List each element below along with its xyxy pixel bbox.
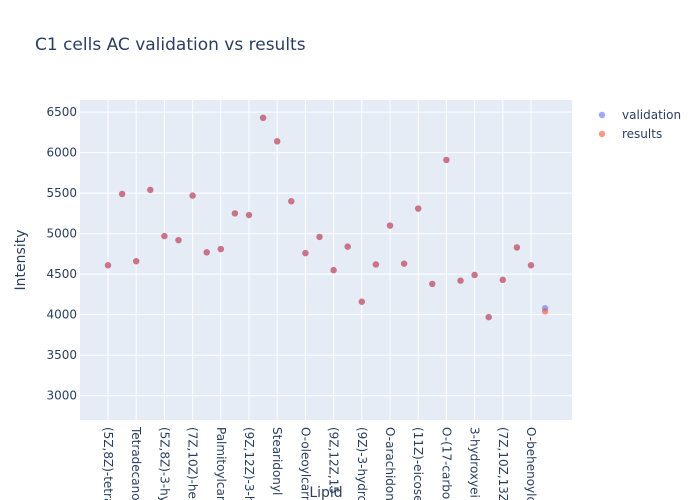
legend-label-validation[interactable]: validation <box>622 108 681 122</box>
x-tick-label: O-(17-carbo <box>439 427 453 499</box>
y-tick-label: 3500 <box>46 348 77 362</box>
point-results[interactable] <box>288 198 295 205</box>
point-results[interactable] <box>302 249 309 257</box>
y-tick-labels: 3000 3500 4000 4500 5000 5500 6000 6500 <box>46 105 77 403</box>
point-results[interactable] <box>259 114 267 122</box>
y-tick-label: 6000 <box>46 146 77 160</box>
point-results[interactable] <box>415 205 422 212</box>
y-tick-label: 5000 <box>46 227 77 241</box>
x-tick-label: (11Z)-eicose <box>411 427 425 500</box>
x-tick-label: Palmitoylcar <box>214 427 228 500</box>
point-results[interactable] <box>175 236 182 244</box>
x-tick-label: (7Z,10Z,13Z <box>496 427 510 500</box>
y-tick-label: 5500 <box>46 186 77 200</box>
point-results[interactable] <box>147 186 154 194</box>
point-results[interactable] <box>541 308 549 315</box>
point-results[interactable] <box>457 277 464 284</box>
x-tick-label: O-oleoylcarn <box>298 427 312 500</box>
y-tick-label: 4000 <box>46 308 77 322</box>
data-points[interactable] <box>104 114 549 321</box>
point-results[interactable] <box>118 190 126 198</box>
gridlines <box>80 100 572 420</box>
x-tick-label: (7Z,10Z)-he <box>186 427 200 499</box>
point-results[interactable] <box>245 211 253 219</box>
point-results[interactable] <box>133 258 140 265</box>
x-axis-title: Lipid <box>309 485 342 500</box>
y-axis-title: Intensity <box>13 230 29 291</box>
point-results[interactable] <box>358 298 365 305</box>
y-tick-label: 3000 <box>46 389 77 403</box>
y-tick-label: 6500 <box>46 105 77 119</box>
x-tick-label: Stearidonyl <box>270 427 284 495</box>
legend-marker-results <box>598 130 606 138</box>
legend[interactable]: validation results <box>598 108 681 141</box>
point-results[interactable] <box>471 271 478 279</box>
point-results[interactable] <box>231 210 239 217</box>
point-results[interactable] <box>217 245 224 253</box>
point-results[interactable] <box>443 156 450 164</box>
point-results[interactable] <box>316 233 323 241</box>
point-results[interactable] <box>189 192 196 199</box>
chart-title: C1 cells AC validation vs results <box>35 35 306 55</box>
point-results[interactable] <box>344 243 351 250</box>
point-results[interactable] <box>330 266 337 274</box>
x-tick-label: (5Z,8Z)-3-hy <box>157 427 171 500</box>
x-tick-label: 3-hydroxyei <box>468 427 482 498</box>
point-results[interactable] <box>372 261 380 268</box>
point-results[interactable] <box>161 232 168 240</box>
x-tick-label: O-arachidon <box>383 427 397 500</box>
point-results[interactable] <box>386 222 394 229</box>
point-results[interactable] <box>104 262 112 269</box>
point-results[interactable] <box>274 138 281 145</box>
x-tick-label: (9Z,12Z,15 <box>327 427 341 494</box>
legend-marker-validation <box>598 111 606 119</box>
x-tick-label: (5Z,8Z)-tetra <box>101 427 115 500</box>
x-tick-label: Tetradecano <box>129 426 143 500</box>
legend-label-results[interactable]: results <box>622 127 662 141</box>
y-tick-label: 4500 <box>46 267 77 281</box>
point-results[interactable] <box>400 260 408 267</box>
x-tick-label: O-behenoylc <box>524 427 538 500</box>
x-tick-labels: (5Z,8Z)-tetra Tetradecano (5Z,8Z)-3-hy (7Z,… <box>101 426 538 500</box>
point-results[interactable] <box>485 313 492 321</box>
point-results[interactable] <box>203 249 210 256</box>
point-results[interactable] <box>429 280 436 288</box>
x-tick-label: (9Z)-3-hydro <box>355 427 369 500</box>
point-results[interactable] <box>499 276 506 284</box>
plot-area <box>80 100 572 420</box>
point-results[interactable] <box>527 262 535 269</box>
x-tick-label: (9Z,12Z)-3-h <box>242 427 256 500</box>
point-results[interactable] <box>513 244 521 251</box>
